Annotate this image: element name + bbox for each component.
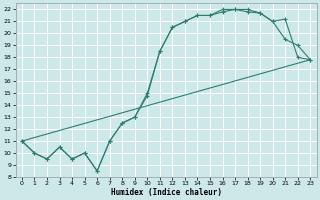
X-axis label: Humidex (Indice chaleur): Humidex (Indice chaleur)	[111, 188, 221, 197]
